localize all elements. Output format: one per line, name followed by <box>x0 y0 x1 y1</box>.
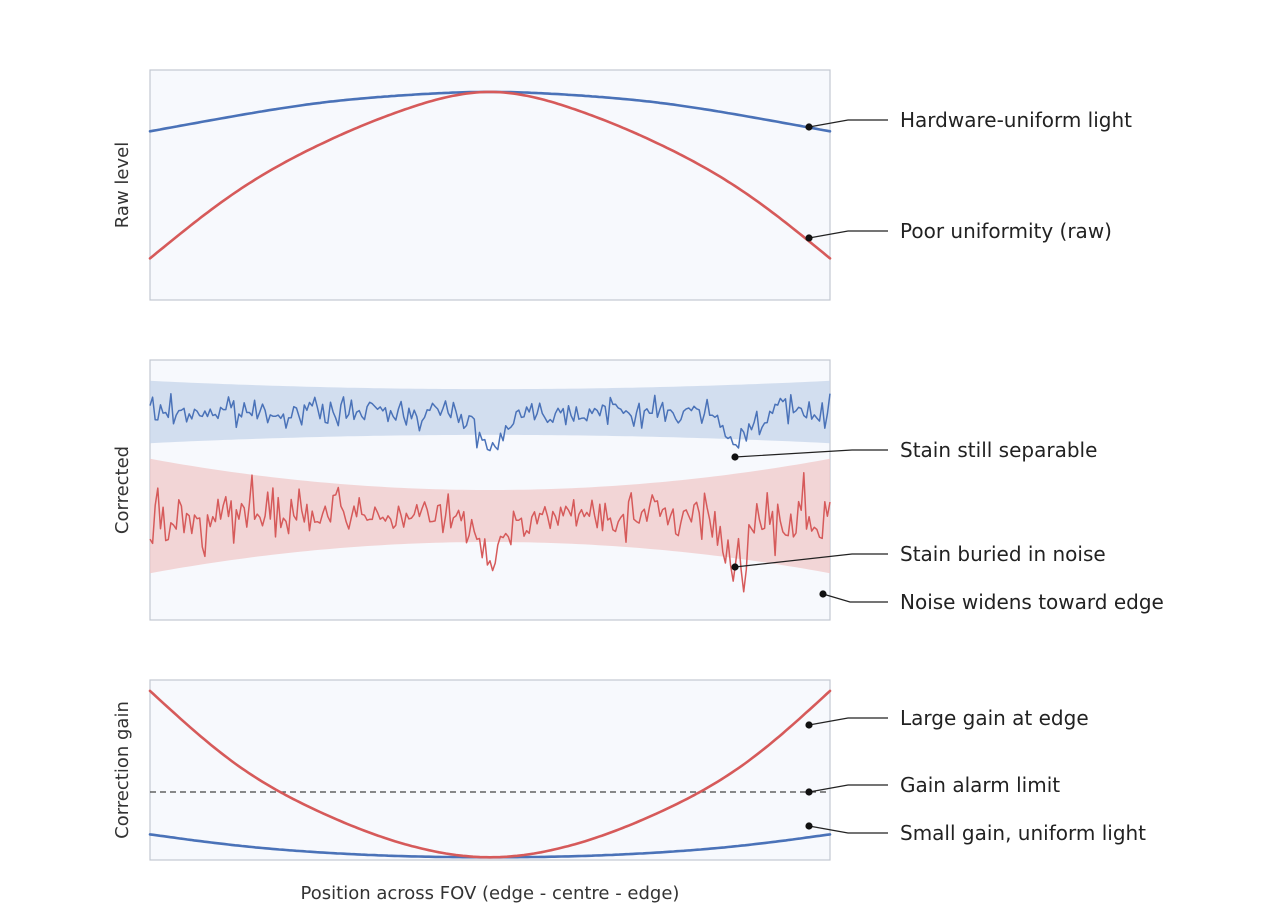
gain-marker-small-gain <box>805 822 813 830</box>
corrected-label-noise-widens: Noise widens toward edge <box>900 590 1164 614</box>
corrected-leader-noise-widens <box>822 593 888 603</box>
gain-label-alarm-limit: Gain alarm limit <box>900 773 1060 797</box>
gain-marker-alarm-limit <box>805 788 813 796</box>
corrected-poor_band <box>150 458 830 574</box>
corrected-label-stain-buried: Stain buried in noise <box>900 542 1106 566</box>
corrected-annotation-stain-buried: Stain buried in noise <box>731 542 1106 571</box>
gain-marker-large-gain <box>805 721 813 729</box>
corrected-leader-stain-separable <box>734 449 888 458</box>
corrected-poor_noisy-line <box>149 471 831 593</box>
raw-level-leader-poor-uniformity <box>808 230 888 239</box>
gain-annotation-alarm-limit: Gain alarm limit <box>805 773 1060 797</box>
gain-label-small-gain: Small gain, uniform light <box>900 821 1146 845</box>
corrected-panel: Corrected Stain still separable Stain bu… <box>112 359 1164 621</box>
raw-level-marker-hardware-uniform <box>805 123 813 131</box>
raw-level-poor-line <box>148 90 832 260</box>
raw-level-marker-poor-uniformity <box>805 234 813 242</box>
raw-level-label-poor-uniformity: Poor uniformity (raw) <box>900 219 1112 243</box>
correction-gain-y-axis-label: Correction gain <box>112 701 133 839</box>
corrected-uniform_band <box>150 380 830 444</box>
gain-leader-large-gain <box>808 717 888 726</box>
corrected-leader-stain-buried <box>734 553 888 568</box>
raw-level-annotation-hardware-uniform: Hardware-uniform light <box>805 108 1132 132</box>
corrected-marker-stain-buried <box>731 563 739 571</box>
raw-level-y-axis-label: Raw level <box>112 142 133 228</box>
corrected-series-layer <box>149 393 831 593</box>
raw-level-annotation-poor-uniformity: Poor uniformity (raw) <box>805 219 1112 243</box>
corrected-marker-stain-separable <box>731 453 739 461</box>
raw-level-plot-area <box>149 69 831 301</box>
raw-level-leader-hardware-uniform <box>808 119 888 128</box>
x-axis-label: Position across FOV (edge - centre - edg… <box>301 883 680 904</box>
corrected-annotation-noise-widens: Noise widens toward edge <box>819 590 1164 614</box>
corrected-annotation-stain-separable: Stain still separable <box>731 438 1097 462</box>
corrected-uniform_noisy-line <box>149 393 831 452</box>
raw-level-label-hardware-uniform: Hardware-uniform light <box>900 108 1132 132</box>
gain-poor_gain-line <box>148 689 832 859</box>
gain-leader-alarm-limit <box>808 784 888 793</box>
gain-label-large-gain: Large gain at edge <box>900 706 1089 730</box>
gain-leader-small-gain <box>808 825 888 834</box>
correction-gain-plot-area <box>149 679 831 861</box>
correction-gain-series-layer <box>148 689 832 859</box>
corrected-band-layer <box>150 380 830 574</box>
raw-level-series-layer <box>148 90 832 260</box>
corrected-marker-noise-widens <box>819 590 827 598</box>
corrected-label-stain-separable: Stain still separable <box>900 438 1097 462</box>
gain-annotation-small-gain: Small gain, uniform light <box>805 821 1146 845</box>
gain-annotation-large-gain: Large gain at edge <box>805 706 1089 730</box>
corrected-y-axis-label: Corrected <box>112 446 133 534</box>
correction-gain-panel: Correction gain Position across FOV (edg… <box>112 679 1146 904</box>
raw-level-panel: Raw level Hardware-uniform light Poor un… <box>112 69 1132 301</box>
